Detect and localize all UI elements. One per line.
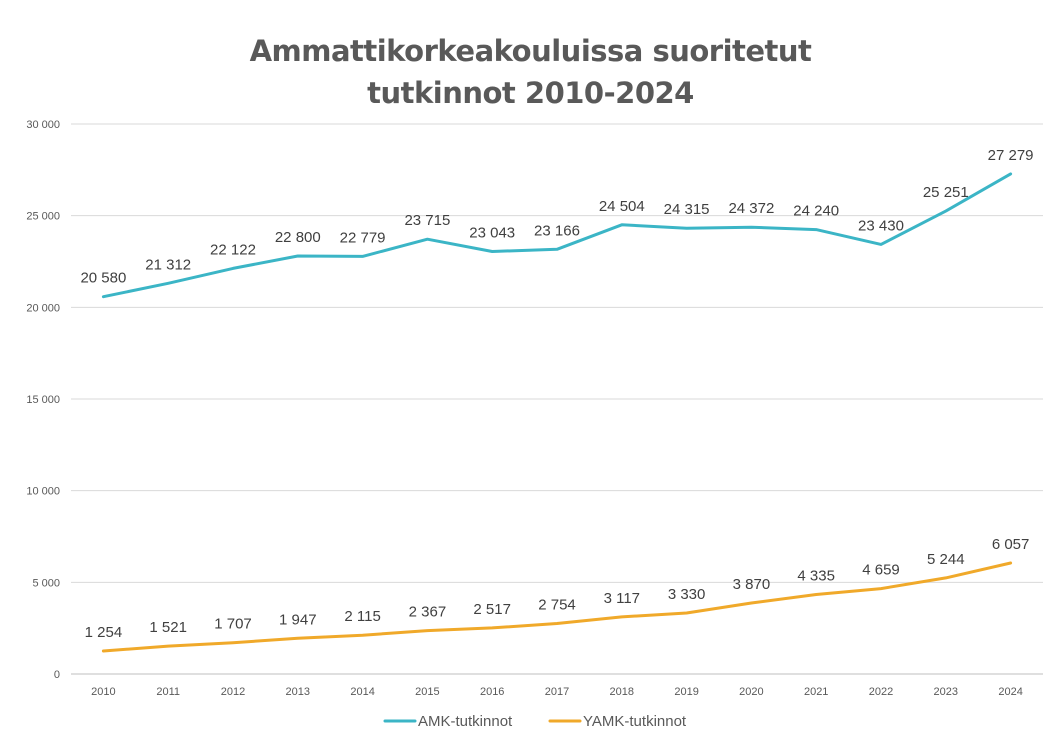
x-tick-label: 2015 (415, 686, 439, 698)
data-label: 1 707 (214, 616, 252, 633)
x-tick-label: 2017 (545, 686, 569, 698)
y-tick-label: 10 000 (26, 486, 60, 498)
series-line-yamk (101, 561, 1013, 653)
data-label: 22 800 (275, 229, 321, 246)
y-tick-label: 15 000 (26, 394, 60, 406)
series-lines (101, 172, 1013, 653)
legend-label: YAMK-tutkinnot (583, 713, 687, 730)
x-tick-label: 2021 (804, 686, 828, 698)
legend: AMK-tutkinnot YAMK-tutkinnot (383, 713, 687, 730)
data-label: 20 580 (80, 270, 126, 287)
y-tick-label: 0 (54, 669, 60, 681)
data-label: 24 240 (793, 203, 839, 220)
data-label: 1 947 (279, 611, 317, 628)
x-tick-label: 2013 (286, 686, 310, 698)
series-line-amk (101, 172, 1013, 299)
data-label: 3 117 (604, 590, 640, 607)
data-label: 1 254 (85, 624, 123, 641)
gridlines (71, 123, 1043, 675)
data-label: 27 279 (988, 147, 1034, 164)
data-label: 4 335 (797, 568, 835, 585)
chart-title: Ammattikorkeakouluissa suoritetut tutkin… (0, 30, 1061, 114)
data-label: 5 244 (927, 551, 965, 568)
data-label: 2 367 (409, 604, 447, 621)
data-label: 6 057 (992, 536, 1030, 553)
data-label: 24 504 (599, 198, 645, 215)
x-tick-label: 2019 (674, 686, 698, 698)
data-label: 2 754 (538, 597, 576, 614)
x-tick-label: 2022 (869, 686, 893, 698)
y-tick-label: 5 000 (32, 577, 60, 589)
data-label: 2 115 (344, 608, 380, 625)
data-label: 23 430 (858, 217, 904, 234)
x-tick-label: 2020 (739, 686, 763, 698)
data-label: 24 315 (664, 201, 710, 218)
data-label: 22 122 (210, 241, 256, 258)
data-label: 22 779 (340, 229, 386, 246)
data-label: 23 715 (404, 212, 450, 229)
x-tick-label: 2016 (480, 686, 504, 698)
x-tick-label: 2018 (610, 686, 634, 698)
x-tick-label: 2024 (998, 686, 1022, 698)
y-axis: 0 5 000 10 000 15 000 20 000 25 000 30 000 (26, 119, 60, 681)
data-label: 23 166 (534, 222, 580, 239)
data-labels: 20 580 21 312 22 122 22 800 22 779 23 715 23 0… (80, 147, 1033, 641)
data-label: 4 659 (862, 562, 900, 579)
data-label: 3 870 (733, 576, 771, 593)
data-label: 25 251 (923, 184, 969, 201)
legend-label: AMK-tutkinnot (418, 713, 513, 730)
x-axis: 2010 2011 2012 2013 2014 2015 2016 2017 2018 2019… (91, 686, 1023, 698)
y-tick-label: 30 000 (26, 119, 60, 131)
data-label: 3 330 (668, 586, 706, 603)
y-tick-label: 25 000 (26, 211, 60, 223)
x-tick-label: 2014 (350, 686, 374, 698)
x-tick-label: 2023 (934, 686, 958, 698)
data-label: 23 043 (469, 225, 515, 242)
x-tick-label: 2012 (221, 686, 245, 698)
chart-title-line-2: tutkinnot 2010-2024 (367, 76, 694, 110)
data-label: 24 372 (728, 200, 774, 217)
data-label: 21 312 (145, 256, 191, 273)
data-label: 1 521 (149, 619, 187, 636)
y-tick-label: 20 000 (26, 302, 60, 314)
chart-title-line-1: Ammattikorkeakouluissa suoritetut (249, 34, 812, 68)
x-tick-label: 2011 (156, 686, 180, 698)
data-label: 2 517 (473, 601, 511, 618)
x-tick-label: 2010 (91, 686, 115, 698)
